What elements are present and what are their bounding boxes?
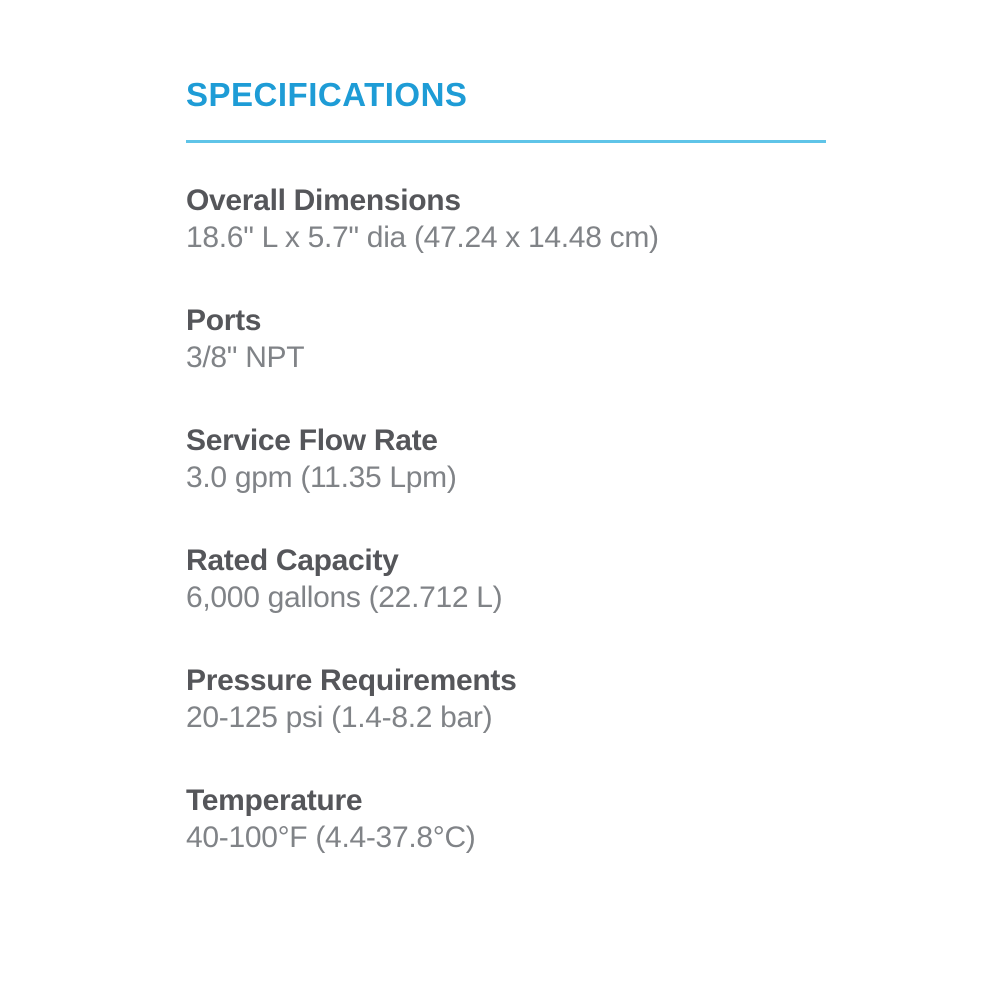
spec-value: 18.6" L x 5.7" dia (47.24 x 14.48 cm) [186, 221, 659, 254]
spec-label: Temperature [186, 784, 363, 817]
spec-label: Rated Capacity [186, 544, 399, 577]
spec-list: Overall Dimensions 18.6" L x 5.7" dia (4… [186, 179, 825, 853]
heading-divider [186, 140, 826, 143]
spec-value: 40-100°F (4.4-37.8°C) [186, 821, 476, 854]
spec-item-service-flow-rate: Service Flow Rate 3.0 gpm (11.35 Lpm) [186, 419, 825, 493]
spec-item-pressure-requirements: Pressure Requirements 20-125 psi (1.4-8.… [186, 659, 825, 733]
spec-item-temperature: Temperature 40-100°F (4.4-37.8°C) [186, 779, 825, 853]
specifications-heading: SPECIFICATIONS [186, 76, 468, 113]
spec-label: Service Flow Rate [186, 424, 438, 457]
spec-item-rated-capacity: Rated Capacity 6,000 gallons (22.712 L) [186, 539, 825, 613]
spec-item-ports: Ports 3/8" NPT [186, 299, 825, 373]
spec-label: Pressure Requirements [186, 664, 517, 697]
spec-item-overall-dimensions: Overall Dimensions 18.6" L x 5.7" dia (4… [186, 179, 825, 253]
spec-value: 20-125 psi (1.4-8.2 bar) [186, 701, 493, 734]
spec-value: 3.0 gpm (11.35 Lpm) [186, 461, 457, 494]
specifications-panel: SPECIFICATIONS Overall Dimensions 18.6" … [186, 76, 826, 853]
spec-value: 6,000 gallons (22.712 L) [186, 581, 503, 614]
spec-value: 3/8" NPT [186, 341, 305, 374]
spec-label: Overall Dimensions [186, 184, 461, 217]
spec-label: Ports [186, 304, 262, 337]
